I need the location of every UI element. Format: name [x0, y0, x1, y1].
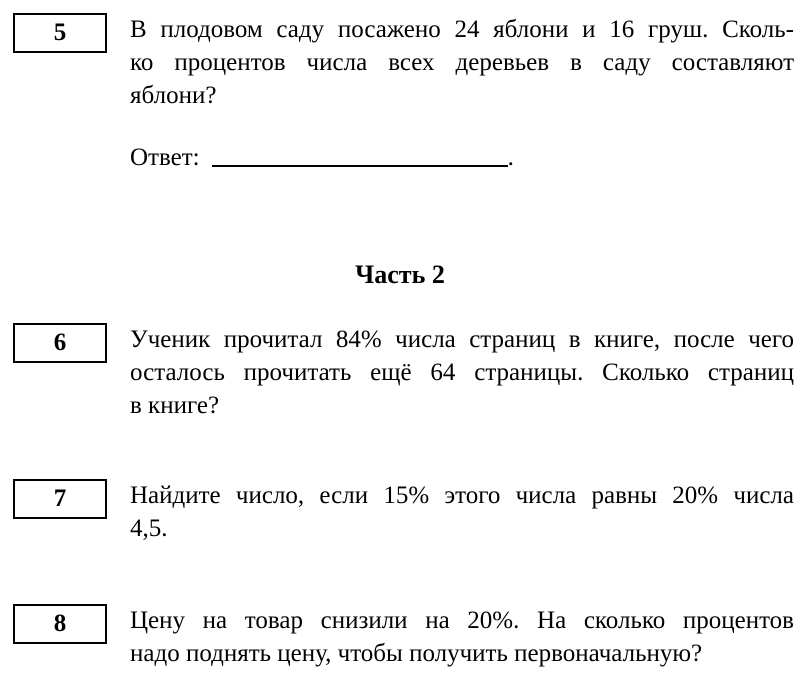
- answer-period: .: [507, 144, 514, 171]
- problem-8-text-line-1: Цену на товар снизили на 20%. На сколько…: [130, 607, 794, 634]
- problem-7-text-line-1: Найдите число, если 15% этого числа равн…: [130, 482, 794, 509]
- problem-6-text-line-2: осталось прочитать ещё 64 страницы. Скол…: [130, 359, 794, 386]
- problem-7-number-box: 7: [13, 479, 107, 519]
- answer-label: Ответ:: [130, 144, 200, 171]
- problem-5-text-line-2: ко процентов числа всех деревьев в саду …: [130, 49, 794, 76]
- problem-5-number: 5: [53, 19, 67, 46]
- problem-5-text-line-3: яблони?: [130, 82, 217, 109]
- problem-5-text: В плодовом саду посажено 24 яблони и 16 …: [130, 13, 794, 112]
- problem-6-text-line-3: в книге?: [130, 392, 220, 419]
- problem-6-number-box: 6: [13, 323, 107, 363]
- answer-blank-line: [211, 141, 508, 167]
- problem-8-text: Цену на товар снизили на 20%. На сколько…: [130, 604, 794, 670]
- problem-8-number: 8: [53, 610, 67, 637]
- problem-7-number: 7: [53, 485, 67, 512]
- problem-8-text-line-2: надо поднять цену, чтобы получить первон…: [130, 640, 703, 667]
- problem-5-text-line-1: В плодовом саду посажено 24 яблони и 16 …: [130, 16, 794, 43]
- section-heading: Часть 2: [355, 260, 445, 289]
- problem-8-number-box: 8: [13, 604, 107, 644]
- problem-6-number: 6: [53, 329, 67, 356]
- problem-7-text-line-2: 4,5.: [130, 515, 168, 542]
- problem-5-number-box: 5: [13, 13, 107, 53]
- problem-7-text: Найдите число, если 15% этого числа равн…: [130, 479, 794, 545]
- problem-6-text: Ученик прочитал 84% числа страниц в книг…: [130, 323, 794, 422]
- answer-row: Ответ:.: [130, 139, 514, 174]
- problem-6-text-line-1: Ученик прочитал 84% числа страниц в книг…: [130, 326, 794, 353]
